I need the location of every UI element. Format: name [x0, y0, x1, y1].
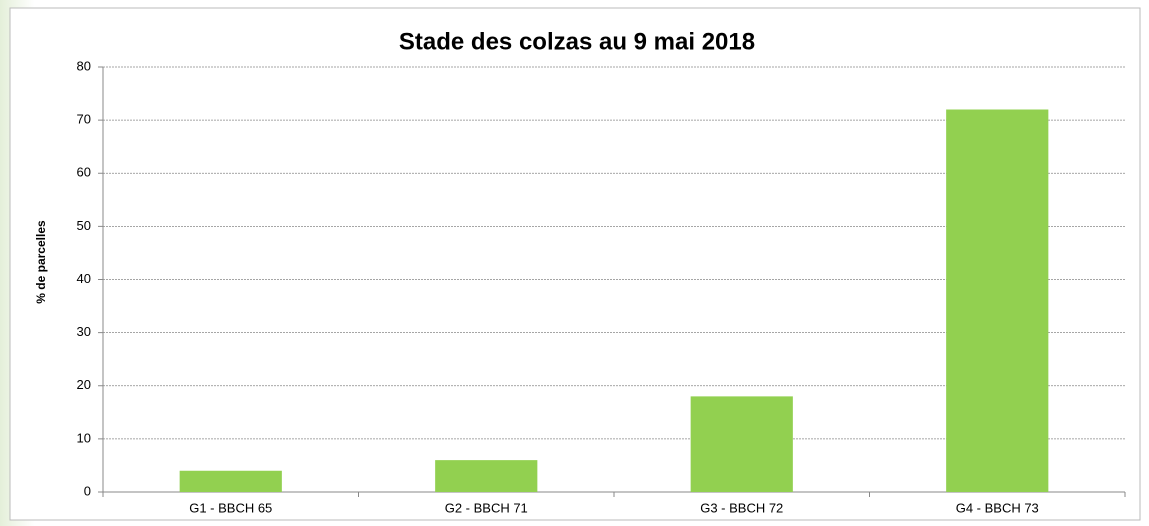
- y-tick-label: 30: [77, 324, 91, 339]
- bar: [690, 396, 793, 492]
- y-tick-label: 80: [77, 58, 91, 73]
- x-tick-label: G2 - BBCH 71: [445, 500, 528, 515]
- bar: [946, 109, 1049, 492]
- x-tick-label: G3 - BBCH 72: [700, 500, 783, 515]
- bar: [435, 460, 538, 492]
- chart-title: Stade des colzas au 9 mai 2018: [399, 28, 755, 55]
- y-tick-label: 40: [77, 271, 91, 286]
- y-tick-label: 60: [77, 165, 91, 180]
- y-tick-label: 50: [77, 218, 91, 233]
- x-tick-label: G1 - BBCH 65: [189, 500, 272, 515]
- y-tick-label: 20: [77, 377, 91, 392]
- y-axis-label: % de parcelles: [34, 220, 48, 304]
- bar: [179, 470, 282, 492]
- y-tick-label: 70: [77, 112, 91, 127]
- x-tick-label: G4 - BBCH 73: [956, 500, 1039, 515]
- y-tick-label: 0: [84, 483, 91, 498]
- y-tick-label: 10: [77, 430, 91, 445]
